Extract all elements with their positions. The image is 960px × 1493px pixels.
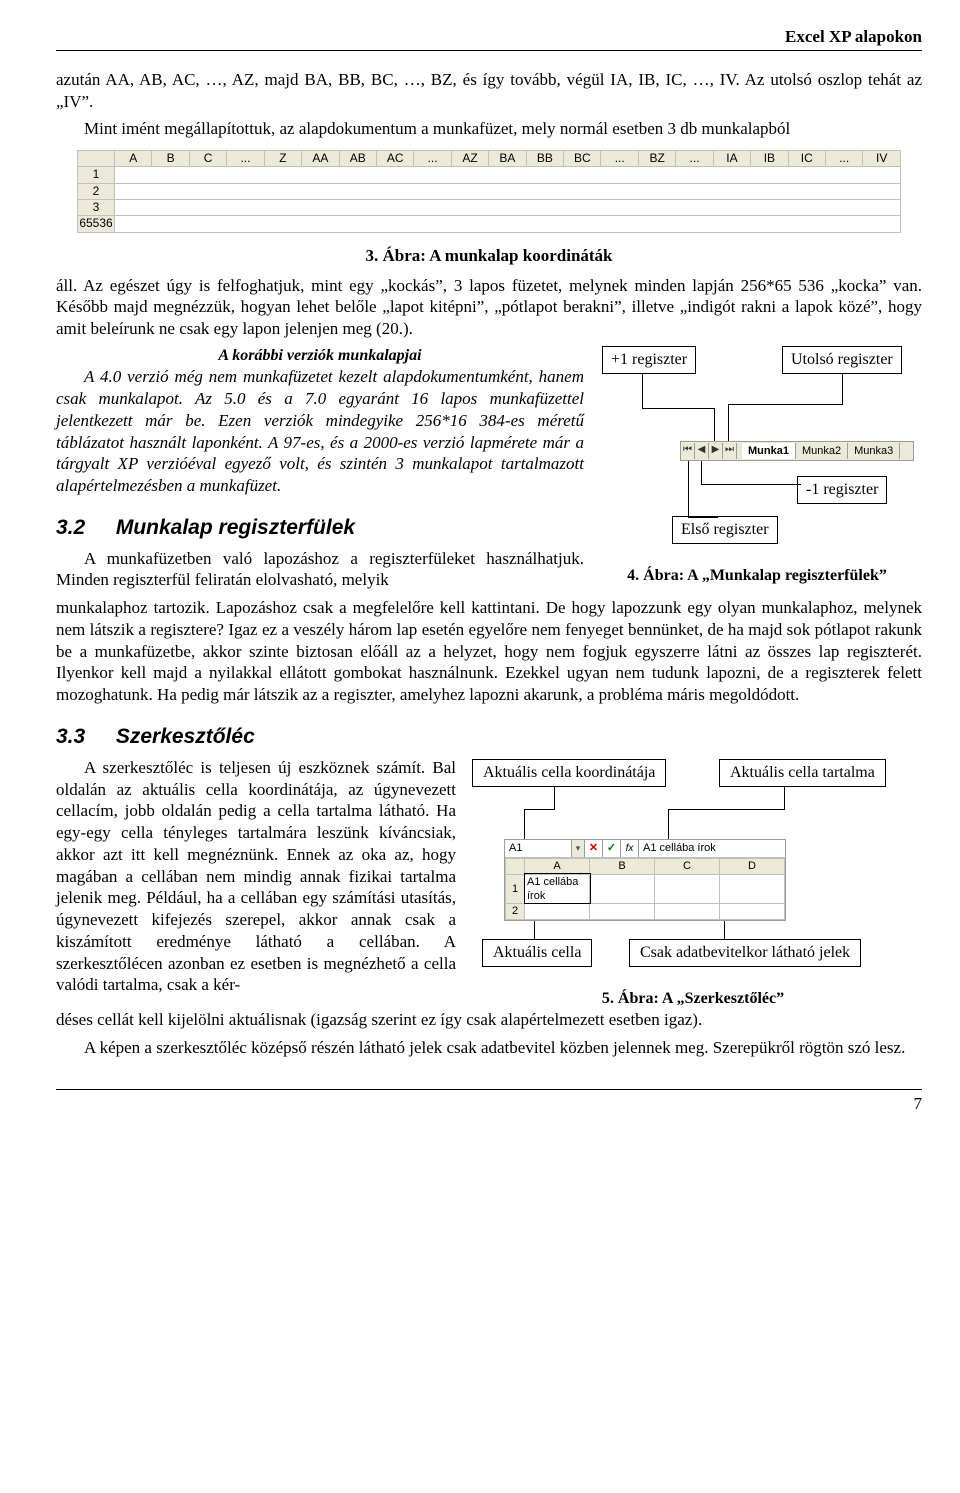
fig5-label-cell: Aktuális cella	[482, 939, 592, 967]
fig5-label-marks: Csak adatbevitelkor látható jelek	[629, 939, 861, 967]
section32-lead: A munkafüzetben való lapozáshoz a regisz…	[56, 548, 584, 592]
name-box[interactable]: A1	[505, 840, 572, 857]
legacy-body: A 4.0 verzió még nem munkafüzetet kezelt…	[56, 366, 584, 497]
fig4-label-first: Első regiszter	[672, 516, 778, 544]
fig5-label-content: Aktuális cella tartalma	[719, 759, 886, 787]
section33-num: 3.3	[56, 724, 110, 751]
figure4-caption: 4. Ábra: A „Munkalap regiszterfülek”	[592, 566, 922, 586]
section33-name: Szerkesztőléc	[116, 725, 255, 748]
namebox-dropdown-icon[interactable]: ▾	[572, 840, 585, 857]
enter-icon[interactable]: ✓	[603, 840, 621, 857]
fig4-label-minus1: -1 regiszter	[797, 476, 887, 504]
section32-num: 3.2	[56, 515, 110, 542]
after-fig3-p1: áll. Az egészet úgy is felfoghatjuk, min…	[56, 275, 922, 340]
intro-p2: Mint imént megállapítottuk, az alapdokum…	[56, 118, 922, 140]
mini-sheet: A B C D 1 A1 cellába írok 2	[505, 858, 785, 920]
fig4-label-last: Utolsó regiszter	[782, 346, 902, 374]
section33-p2: A képen a szerkesztőléc középső részén l…	[56, 1037, 922, 1059]
cancel-icon[interactable]: ✕	[585, 840, 603, 857]
sheet-tab-2[interactable]: Munka2	[796, 443, 848, 459]
section33-lead: A szerkesztőléc is teljesen új eszköznek…	[56, 757, 456, 996]
page-header: Excel XP alapokon	[56, 26, 922, 51]
nav-prev-icon[interactable]: ◀	[695, 443, 709, 459]
section32-title: 3.2 Munkalap regiszterfülek	[56, 515, 584, 542]
sheet-tab-3[interactable]: Munka3	[848, 443, 900, 459]
formula-bar: A1 ▾ ✕ ✓ fx A1 cellába írok A B C D	[504, 839, 786, 921]
col-header-row: A B C ... Z AA AB AC ... AZ BA BB BC ...…	[78, 151, 901, 167]
nav-last-icon[interactable]: ⏭	[723, 443, 737, 459]
fx-icon[interactable]: fx	[621, 840, 639, 857]
active-cell[interactable]: A1 cellába írok	[525, 874, 590, 903]
figure3-spreadsheet: A B C ... Z AA AB AC ... AZ BA BB BC ...…	[77, 150, 901, 233]
legacy-heading: A korábbi verziók munkalapjai	[56, 346, 584, 366]
section33-title: 3.3 Szerkesztőléc	[56, 724, 922, 751]
nav-first-icon[interactable]: ⏮	[681, 443, 695, 459]
figure5-diagram: Aktuális cella koordinátája Aktuális cel…	[464, 759, 922, 1009]
nav-next-icon[interactable]: ▶	[709, 443, 723, 459]
corner-cell	[78, 151, 115, 167]
page-number: 7	[56, 1089, 922, 1115]
intro-p1: azután AA, AB, AC, …, AZ, majd BA, BB, B…	[56, 69, 922, 113]
fig4-label-plus1: +1 regiszter	[602, 346, 696, 374]
section33-rest: déses cellát kell kijelölni aktuálisnak …	[56, 1009, 922, 1031]
figure3-caption: 3. Ábra: A munkalap koordináták	[56, 245, 922, 267]
section32-name: Munkalap regiszterfülek	[116, 516, 355, 539]
figure4-diagram: +1 regiszter Utolsó regiszter -1 regiszt…	[592, 346, 922, 556]
sheet-tab-bar[interactable]: ⏮ ◀ ▶ ⏭ Munka1 Munka2 Munka3	[680, 441, 914, 461]
sheet-tab-1[interactable]: Munka1	[742, 443, 796, 459]
section32-rest: munkalaphoz tartozik. Lapozáshoz csak a …	[56, 597, 922, 706]
fig5-label-coord: Aktuális cella koordinátája	[472, 759, 666, 787]
formula-content[interactable]: A1 cellába írok	[639, 840, 785, 857]
